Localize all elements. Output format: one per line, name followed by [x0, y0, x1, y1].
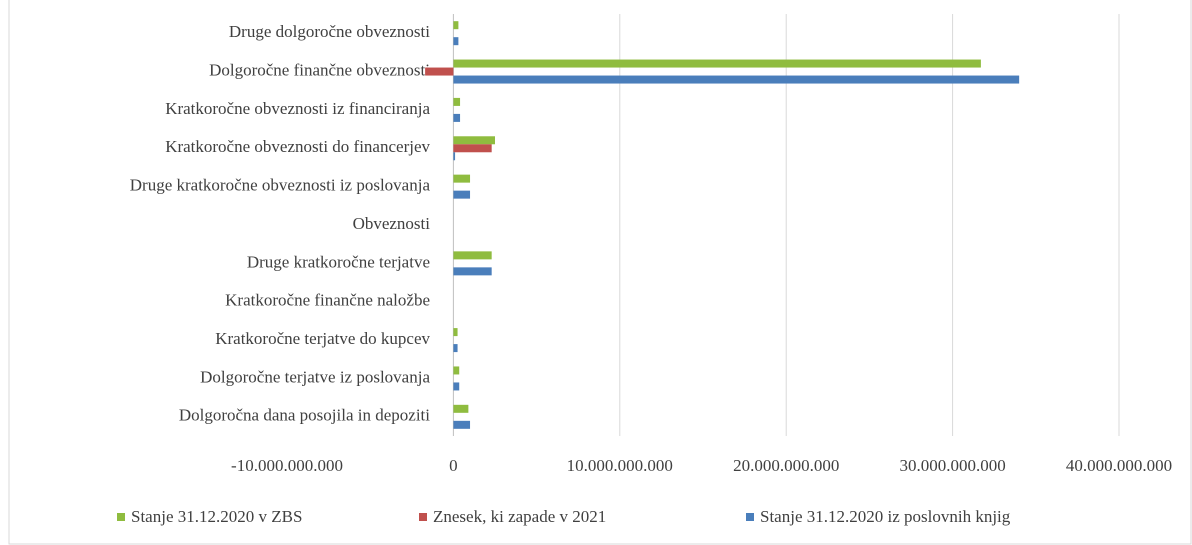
bar — [453, 174, 471, 183]
y-tick-label: Dolgoročna dana posojila in depoziti — [179, 406, 430, 425]
y-tick-label: Dolgoročne finančne obveznosti — [209, 60, 430, 79]
y-tick-label: Kratkoročne terjatve do kupcev — [215, 329, 430, 348]
bar — [453, 404, 469, 413]
bar — [425, 67, 454, 76]
x-tick-label: 10.000.000.000 — [567, 456, 673, 475]
bar — [453, 251, 492, 260]
bar — [453, 59, 981, 68]
legend-swatch — [117, 513, 125, 521]
y-tick-label: Kratkoročne finančne naložbe — [225, 291, 430, 310]
bar — [453, 21, 459, 30]
bar — [453, 267, 492, 276]
bar — [453, 97, 461, 106]
bar — [453, 366, 460, 375]
y-tick-label: Druge kratkoročne terjatve — [247, 252, 430, 271]
y-tick-label: Obveznosti — [353, 214, 431, 233]
chart-frame — [8, 0, 1192, 545]
bar — [453, 328, 458, 337]
legend-label: Znesek, ki zapade v 2021 — [433, 507, 606, 526]
legend-label: Stanje 31.12.2020 v ZBS — [131, 507, 302, 526]
y-tick-label: Kratkoročne obveznosti iz financiranja — [165, 99, 430, 118]
x-tick-label: 20.000.000.000 — [733, 456, 839, 475]
x-tick-label: -10.000.000.000 — [231, 456, 343, 475]
bar — [453, 190, 471, 199]
bar — [453, 136, 495, 145]
y-tick-label: Dolgoročne terjatve iz poslovanja — [200, 367, 430, 386]
y-tick-label: Druge kratkoročne obveznosti iz poslovan… — [130, 176, 431, 195]
legend-label: Stanje 31.12.2020 iz poslovnih knjig — [760, 507, 1011, 526]
x-tick-label: 0 — [449, 456, 458, 475]
bar — [453, 420, 471, 429]
legend-swatch — [746, 513, 754, 521]
bar — [453, 37, 459, 46]
bar — [453, 144, 492, 153]
bar — [453, 113, 461, 122]
x-tick-label: 40.000.000.000 — [1066, 456, 1172, 475]
bar — [453, 344, 458, 353]
x-tick-label: 30.000.000.000 — [899, 456, 1005, 475]
y-tick-label: Kratkoročne obveznosti do financerjev — [165, 137, 430, 156]
legend-swatch — [419, 513, 427, 521]
bar — [453, 382, 460, 391]
bar — [453, 75, 1020, 84]
bar — [453, 152, 456, 161]
y-tick-label: Druge dolgoročne obveznosti — [229, 22, 430, 41]
